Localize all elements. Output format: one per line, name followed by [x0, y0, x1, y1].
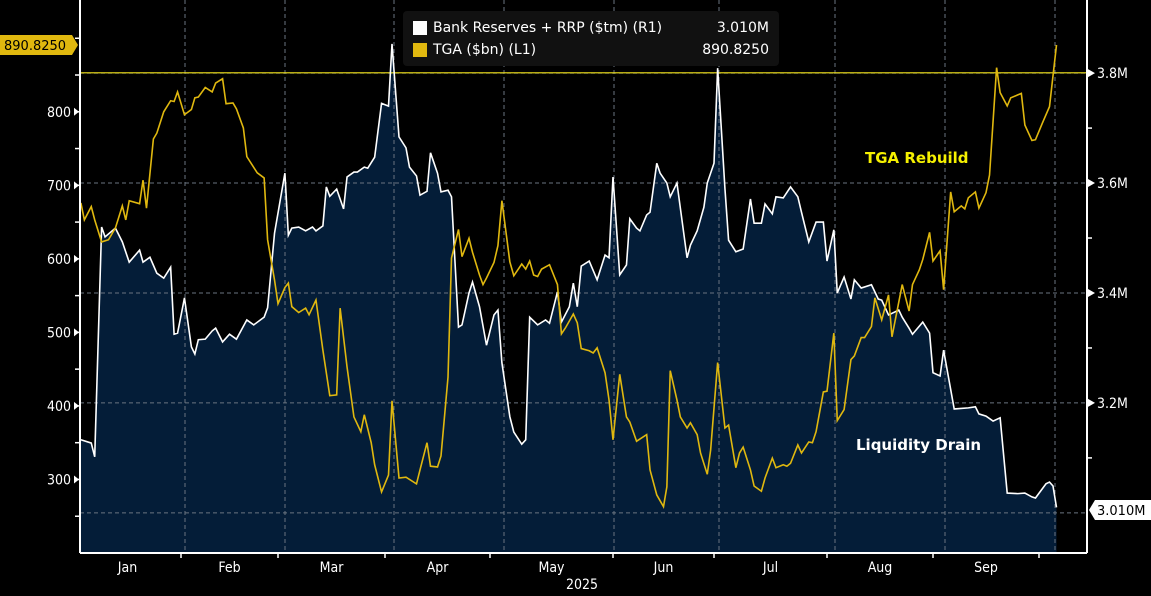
legend-swatch-reserves — [413, 21, 427, 35]
left-tick-marker — [74, 254, 79, 263]
left-tick-marker — [74, 401, 79, 410]
left-tick-label: 400 — [47, 399, 71, 415]
x-tick-label: May — [538, 560, 565, 576]
right-tick-label: 3.8M — [1097, 66, 1128, 82]
legend-label-reserves: Bank Reserves + RRP ($tm) (R1) — [433, 20, 663, 36]
right-tick-marker — [1088, 288, 1095, 297]
axes: 300 400 500 600 700 800 3.2M 3.4M 3.6M 3.8M Jan Feb… — [47, 0, 1128, 576]
legend: Bank Reserves + RRP ($tm) (R1) 3.010M TG… — [403, 11, 779, 66]
annotation-tga-rebuild: TGA Rebuild — [865, 149, 969, 167]
x-tick-label: Jul — [762, 560, 778, 576]
right-tick-label: 3.4M — [1097, 286, 1128, 302]
x-tick-label: Sep — [974, 560, 998, 576]
right-tick-marker — [1088, 69, 1095, 78]
legend-value-reserves: 3.010M — [716, 20, 769, 36]
legend-value-tga: 890.8250 — [702, 42, 769, 58]
right-tick-label: 3.6M — [1097, 176, 1128, 192]
right-tick-marker — [1088, 398, 1095, 407]
x-tick-label: Mar — [320, 560, 345, 576]
left-tick-label: 500 — [47, 325, 71, 341]
x-tick-label: Jun — [653, 560, 674, 576]
legend-label-tga: TGA ($bn) (L1) — [433, 42, 537, 58]
left-tick-label: 800 — [47, 105, 71, 121]
right-tick-marker — [1088, 179, 1095, 188]
legend-swatch-tga — [413, 43, 427, 57]
legend-item-tga: TGA ($bn) (L1) 890.8250 — [413, 40, 769, 60]
tga-line — [80, 44, 1058, 510]
right-last-value-tag: 3.010M — [1089, 500, 1151, 520]
left-tick-label: 300 — [47, 472, 71, 488]
left-tick-marker — [74, 328, 79, 337]
left-tick-label: 600 — [47, 252, 71, 268]
left-tick-label: 700 — [47, 178, 71, 194]
reserves-last-value: 3.010M — [1097, 504, 1145, 519]
left-tick-marker — [74, 475, 79, 484]
left-tick-marker — [74, 107, 79, 116]
x-axis-year-label: 2025 — [566, 577, 598, 593]
x-tick-label: Feb — [218, 560, 240, 576]
x-tick-label: Jan — [117, 560, 137, 576]
tga-last-value: 890.8250 — [4, 39, 66, 54]
left-last-value-tag: 890.8250 — [0, 35, 78, 55]
reserves-area — [80, 44, 1057, 553]
right-tick-label: 3.2M — [1097, 396, 1128, 412]
left-tick-marker — [74, 181, 79, 190]
x-tick-label: Aug — [868, 560, 893, 576]
annotation-liquidity-drain: Liquidity Drain — [856, 436, 981, 454]
legend-item-reserves: Bank Reserves + RRP ($tm) (R1) 3.010M — [413, 18, 769, 38]
x-tick-label: Apr — [427, 560, 450, 576]
